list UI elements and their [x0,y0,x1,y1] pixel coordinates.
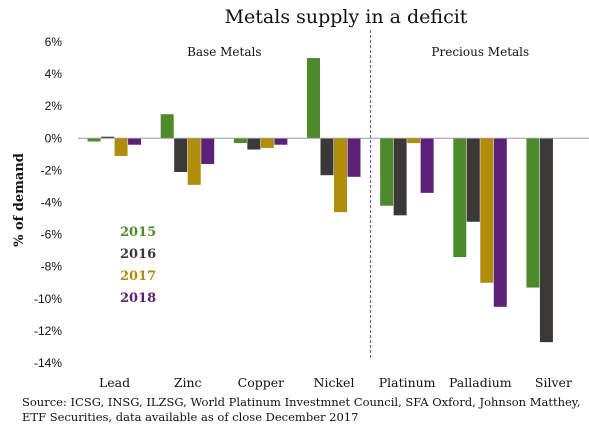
source-line-1: Source: ICSG, INSG, ILZSG, World Platinu… [22,395,580,409]
bar-nickel-2015 [307,58,320,139]
y-tick-label: 0% [45,131,63,145]
group-label-base-metals: Base Metals [187,45,261,59]
bar-platinum-2015 [380,138,394,206]
bar-palladium-2016 [466,138,480,222]
bar-copper-2018 [274,138,288,145]
group-label-precious-metals: Precious Metals [431,45,529,59]
bar-copper-2015 [233,138,247,144]
bar-platinum-2018 [420,138,434,193]
x-tick-label-nickel: Nickel [314,375,355,390]
bar-palladium-2018 [493,138,507,307]
chart-title: Metals supply in a deficit [225,6,468,28]
bar-platinum-2017 [407,138,421,144]
x-tick-label-silver: Silver [535,375,572,390]
bar-copper-2017 [260,138,274,148]
x-tick-label-platinum: Platinum [379,375,436,390]
bar-copper-2016 [247,138,261,150]
bar-lead-2018 [128,138,142,145]
y-tick-label: 4% [45,67,63,81]
y-tick-label: 2% [45,99,63,113]
bar-silver-2016 [539,138,553,343]
bar-palladium-2015 [453,138,467,258]
legend-entry-2015: 2015 [120,225,156,240]
x-tick-label-copper: Copper [238,375,284,390]
bar-silver-2015 [526,138,540,288]
y-tick-label: -12% [34,324,62,338]
bar-nickel-2018 [347,138,361,177]
bar-zinc-2015 [160,114,174,139]
legend-entry-2017: 2017 [120,269,156,284]
y-tick-label: 6% [45,35,63,49]
x-tick-label-lead: Lead [99,375,130,390]
bar-nickel-2017 [334,138,347,213]
y-tick-label: -2% [41,163,63,177]
y-tick-label: -4% [41,196,63,210]
bar-palladium-2017 [480,138,494,283]
y-tick-label: -8% [41,260,63,274]
bar-platinum-2016 [393,138,407,216]
y-tick-label: -10% [34,292,62,306]
legend-entry-2018: 2018 [120,291,156,306]
bar-zinc-2016 [174,138,188,172]
y-axis-label: % of demand [12,153,27,247]
y-tick-label: -14% [34,356,62,370]
legend-entry-2016: 2016 [120,247,156,262]
bar-zinc-2018 [201,138,215,164]
bar-lead-2015 [87,138,101,142]
x-tick-label-palladium: Palladium [449,375,512,390]
x-tick-label-zinc: Zinc [174,375,202,390]
y-tick-label: -6% [41,228,63,242]
bar-lead-2016 [101,136,115,139]
bar-nickel-2016 [320,138,334,176]
bar-lead-2017 [114,138,128,156]
source-line-2: ETF Securities, data available as of clo… [22,410,358,424]
bar-zinc-2017 [187,138,201,185]
